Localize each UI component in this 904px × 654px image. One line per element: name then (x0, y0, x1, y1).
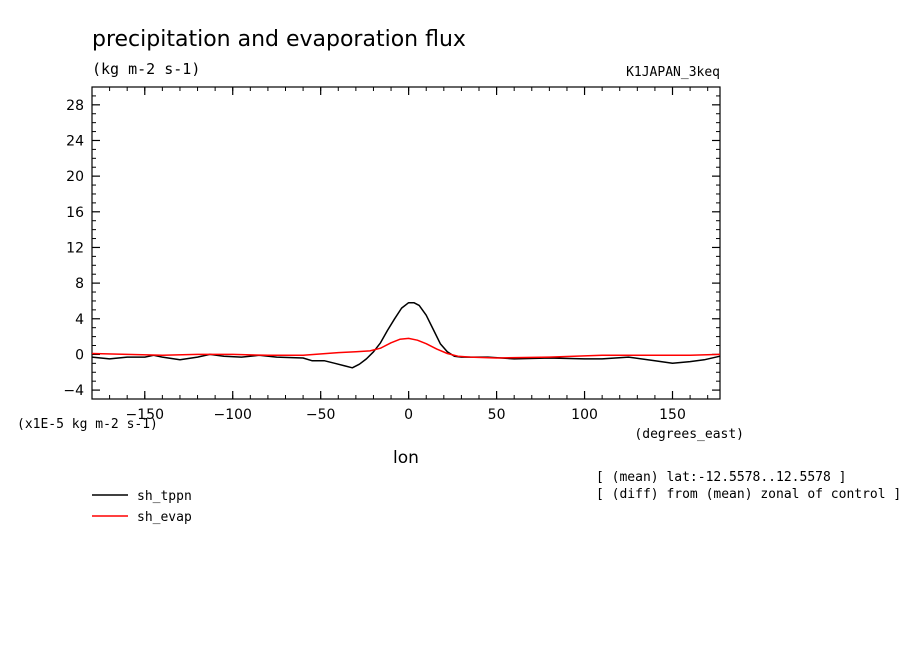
x-tick-label: 100 (571, 407, 598, 423)
note-lat-range: [ (mean) lat:-12.5578..12.5578 ] (596, 470, 846, 485)
y-axis: −4 0 4 8 12 16 20 24 28 (63, 95, 720, 399)
run-label: K1JAPAN_3keq (626, 65, 720, 80)
y-tick-label: 16 (66, 205, 84, 221)
y-tick-label: 20 (66, 169, 84, 185)
legend-label-sh-evap: sh_evap (137, 510, 192, 525)
x-axis-units: (degrees_east) (634, 427, 744, 442)
y-tick-label: 12 (66, 240, 84, 256)
series-group (91, 301, 721, 369)
y-tick-label: 24 (66, 133, 84, 149)
x-tick-label: 50 (488, 407, 506, 423)
x-tick-label: −150 (126, 407, 164, 423)
y-tick-label: −4 (63, 383, 84, 399)
y-tick-label: 0 (75, 347, 84, 363)
series-line-sh-evap (91, 337, 721, 359)
y-tick-label: 28 (66, 98, 84, 114)
chart-title: precipitation and evaporation flux (92, 27, 466, 52)
y-tick-label: 4 (75, 312, 84, 328)
x-tick-label: 0 (404, 407, 413, 423)
chart-subtitle: (kg m-2 s-1) (92, 60, 200, 78)
y-axis-label: (x1E-5 kg m-2 s-1) (17, 417, 158, 432)
x-tick-label: 150 (659, 407, 686, 423)
note-diff-control: [ (diff) from (mean) zonal of control ] (596, 487, 901, 502)
series-line-sh-tppn (91, 301, 721, 369)
legend-label-sh-tppn: sh_tppn (137, 489, 192, 504)
x-axis-label: lon (393, 448, 419, 468)
y-tick-label: 8 (75, 276, 84, 292)
plot-frame (91, 86, 721, 400)
x-tick-label: −100 (214, 407, 252, 423)
x-tick-label: −50 (306, 407, 336, 423)
legend: sh_tppn sh_evap (92, 489, 192, 525)
x-axis: −150 −100 −50 0 50 100 150 (109, 87, 709, 423)
